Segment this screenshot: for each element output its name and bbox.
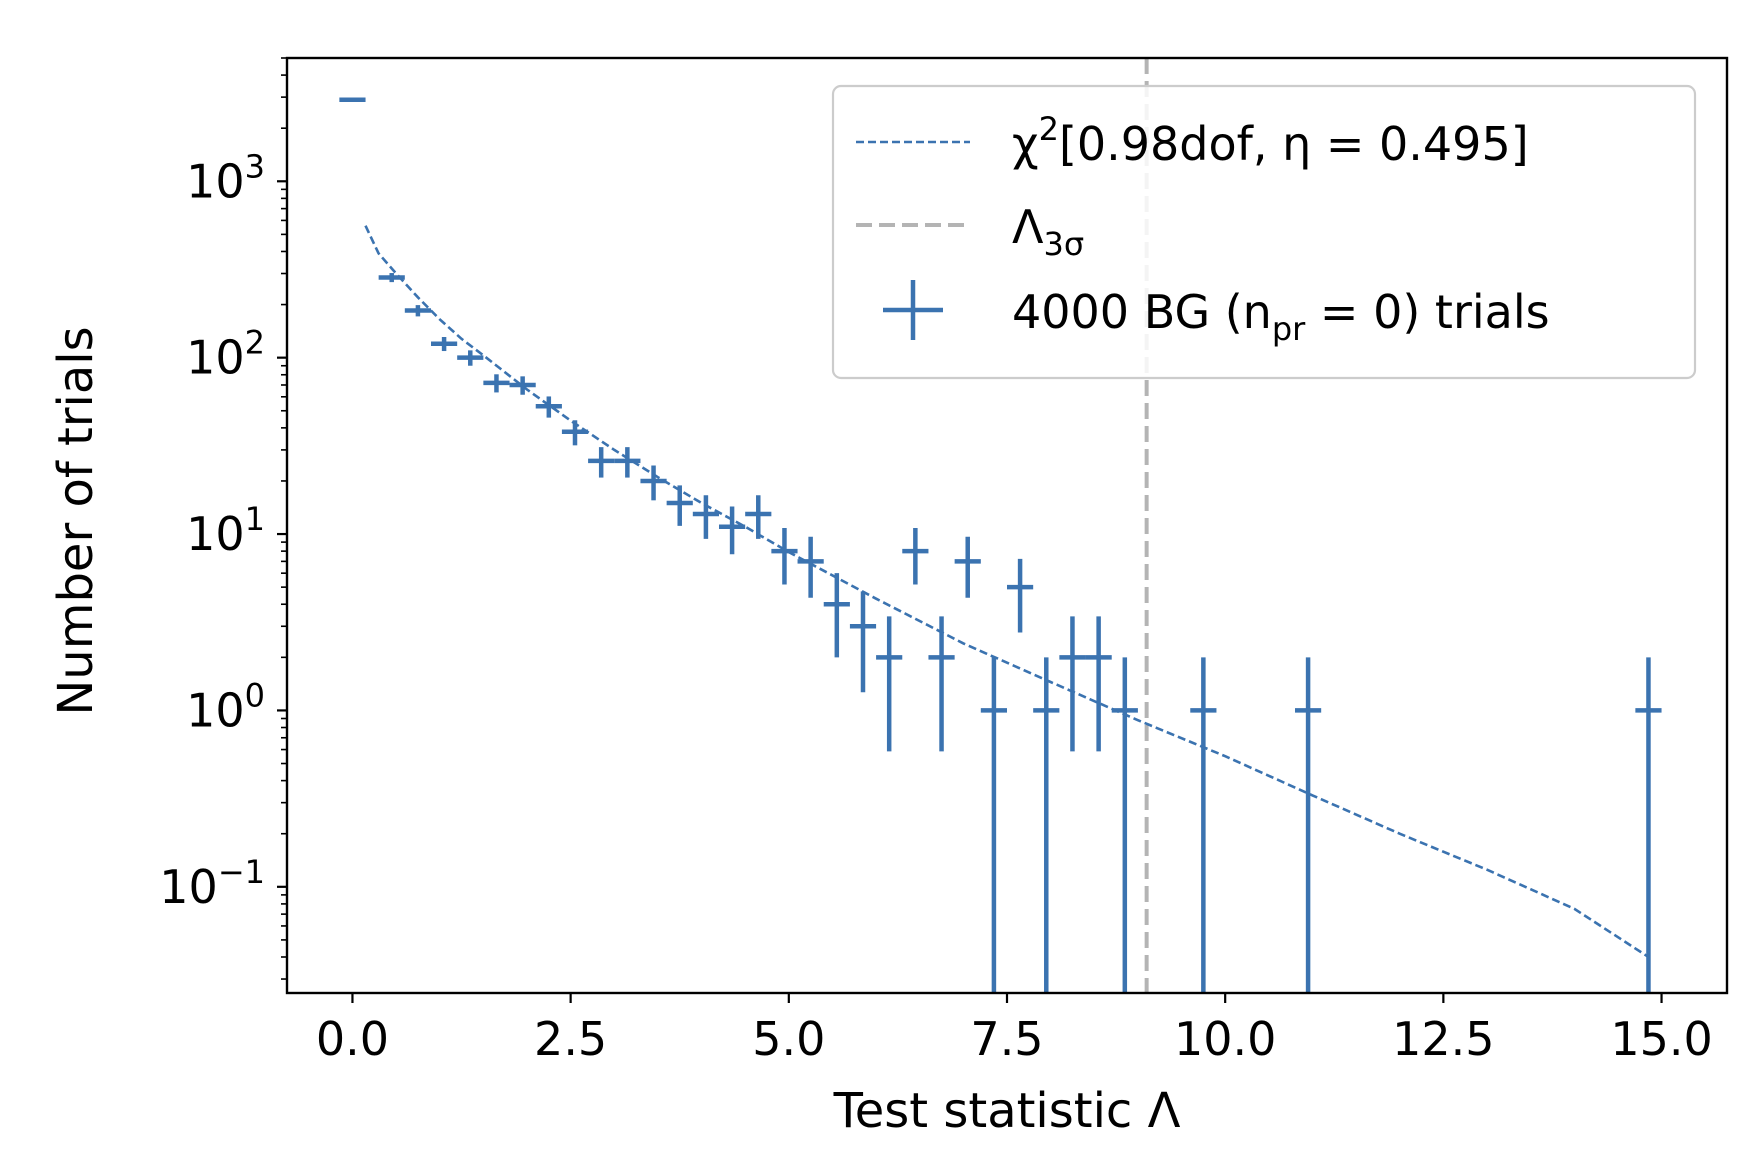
legend: χ2[0.98dof, η = 0.495] Λ3σ 4000 BG (npr = … [831,84,1697,380]
data-point [431,337,458,352]
x-tick-label: 0.0 [316,1012,389,1066]
x-axis-label: Test statistic Λ [833,1083,1181,1139]
data-point [640,465,667,501]
legend-entry-text: Λ3σ [1012,200,1084,263]
data-point [823,573,850,658]
data-point [1007,558,1034,633]
data-point [928,616,955,752]
data-point [876,616,903,752]
legend-entry-text: χ2[0.98dof, η = 0.495] [1012,110,1529,171]
x-axis-ticks: 0.0 2.5 5.0 7.5 10.0 12.5 15.0 [316,993,1713,1066]
data-point [614,447,641,478]
plot-area [285,56,1729,995]
chi2-fit-curve [364,225,1650,959]
data-point [535,396,562,418]
legend-entry-text: 4000 BG (npr = 0) trials [1012,285,1550,348]
data-point [1033,657,1060,993]
data-point [1295,657,1322,993]
data-point [954,536,981,598]
data-point [588,447,615,478]
data-point [849,591,877,693]
plot-inner [339,58,1662,993]
data-point [1085,616,1112,752]
data-point [797,536,824,598]
data-point [692,495,719,539]
y-tick-label: 100 [186,676,265,737]
data-point [404,305,431,317]
x-tick-label: 7.5 [970,1012,1043,1066]
data-point [719,506,746,555]
y-tick-label: 102 [186,324,265,385]
y-tick-label: 10−1 [159,853,265,914]
x-tick-label: 15.0 [1610,1012,1712,1066]
y-axis-ticks: 103 102 101 100 10−1 [159,57,287,980]
data-point [1059,616,1086,752]
data-point [1190,657,1217,993]
y-axis-label: Number of trials [48,326,104,715]
data-point [1635,657,1662,993]
x-tick-label: 12.5 [1392,1012,1494,1066]
data-point [457,350,484,366]
y-tick-label: 101 [186,500,265,561]
data-point [1111,657,1138,993]
x-tick-label: 10.0 [1174,1012,1276,1066]
y-tick-label: 103 [186,147,265,208]
x-tick-label: 2.5 [534,1012,607,1066]
x-tick-label: 5.0 [752,1012,825,1066]
data-point [902,527,929,585]
data-point [745,495,772,539]
legend-box [831,84,1697,380]
data-point [483,374,510,393]
data-point [980,657,1007,993]
data-point [771,527,798,585]
data-point [561,420,589,446]
data-point [509,376,536,395]
data-point [378,273,405,283]
data-point [666,485,693,526]
